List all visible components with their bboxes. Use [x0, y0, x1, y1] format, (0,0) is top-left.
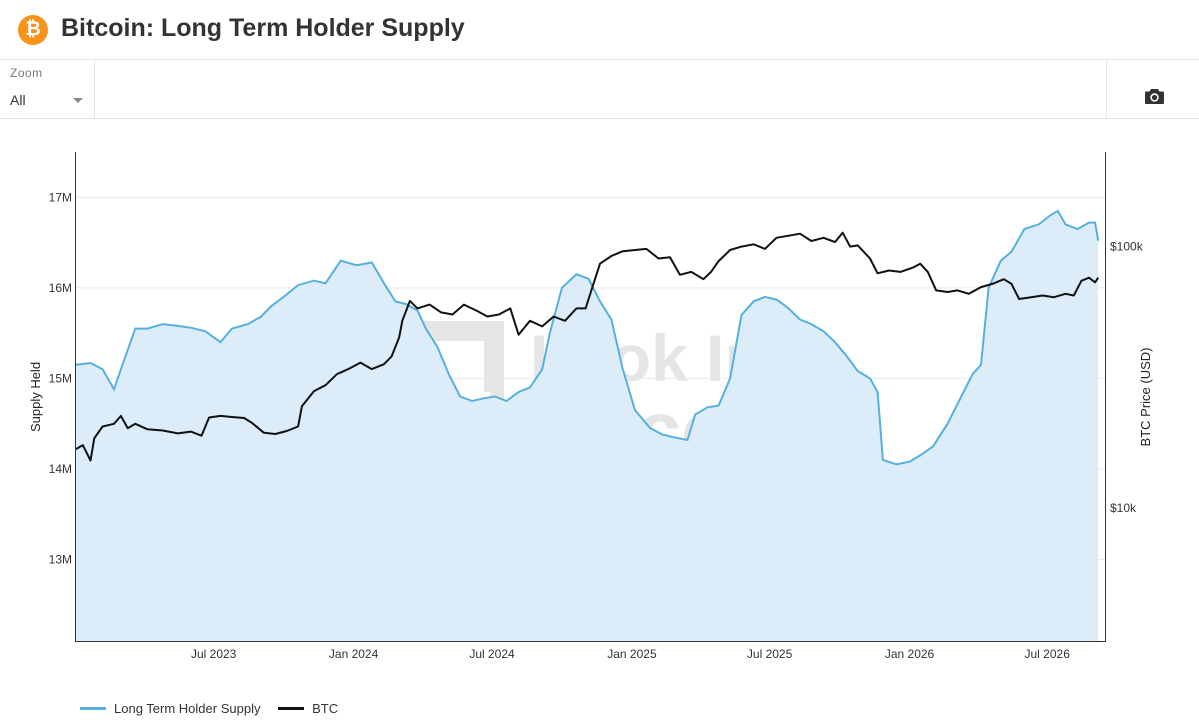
x-tick-label: Jul 2026 — [1025, 647, 1071, 661]
screenshot-button[interactable] — [1106, 60, 1199, 118]
y-axis-label: Supply Held — [28, 362, 43, 432]
x-tick-label: Jan 2025 — [607, 647, 657, 661]
y-tick-label: 17M — [49, 190, 72, 204]
legend-swatch-btc — [278, 707, 305, 710]
legend: Long Term Holder Supply BTC — [80, 698, 352, 716]
y-tick-label: 16M — [49, 281, 72, 295]
legend-item-lth[interactable]: Long Term Holder Supply — [80, 701, 260, 716]
legend-label-lth: Long Term Holder Supply — [114, 701, 261, 716]
lth-supply-line — [75, 209, 1100, 466]
y-ticks-left: 13M 14M 15M 16M 17M — [49, 190, 72, 566]
y2-tick-label: $10k — [1110, 501, 1137, 515]
x-tick-label: Jan 2024 — [329, 647, 379, 661]
btc-price-line — [75, 231, 1100, 462]
zoom-dropdown[interactable]: Zoom All — [0, 60, 95, 118]
legend-item-btc[interactable]: BTC — [278, 701, 338, 716]
legend-swatch-lth — [80, 707, 106, 710]
x-tick-label: Jul 2023 — [191, 647, 237, 661]
page-header: ₿ Bitcoin: Long Term Holder Supply — [0, 0, 1199, 60]
bitcoin-logo-icon: ₿ — [18, 15, 48, 45]
camera-icon — [1145, 89, 1164, 104]
y-tick-label: 15M — [49, 371, 72, 385]
page-title: Bitcoin: Long Term Holder Supply — [61, 14, 465, 42]
y-tick-label: 14M — [49, 462, 72, 476]
y-tick-label: 13M — [49, 553, 72, 567]
chevron-down-icon — [73, 98, 83, 103]
y2-tick-label: $100k — [1110, 240, 1144, 254]
lth-supply-area — [76, 210, 1099, 641]
x-ticks: Jul 2023 Jan 2024 Jul 2024 Jan 2025 Jul 2025… — [191, 647, 1070, 661]
zoom-selected-value: All — [10, 92, 26, 108]
chart-toolbar: Zoom All — [0, 60, 1199, 119]
legend-label-btc: BTC — [312, 701, 339, 716]
x-tick-label: Jul 2024 — [469, 647, 515, 661]
y2-axis-label: BTC Price (USD) — [1138, 348, 1153, 447]
x-tick-label: Jan 2026 — [885, 647, 935, 661]
zoom-label: Zoom — [10, 66, 43, 80]
y-ticks-right: $10k $100k — [1110, 240, 1144, 515]
x-tick-label: Jul 2025 — [747, 647, 793, 661]
